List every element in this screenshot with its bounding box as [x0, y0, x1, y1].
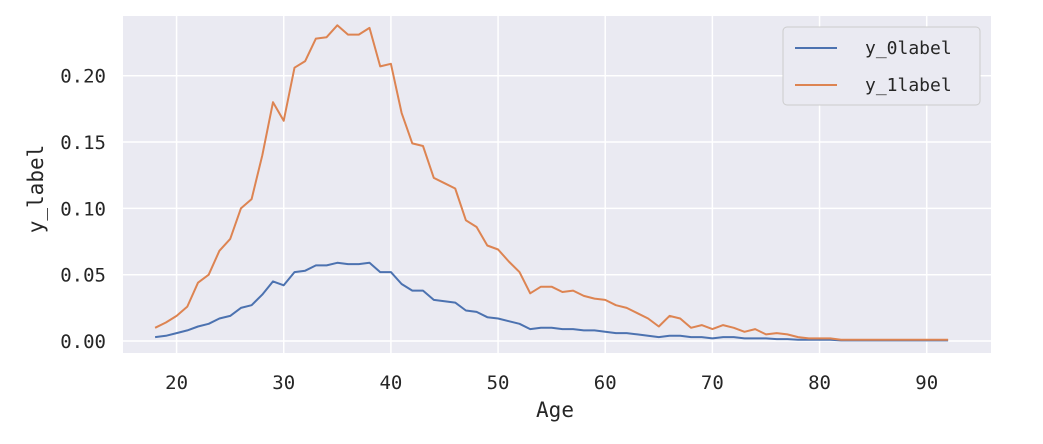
legend-label-y1: y_1label: [865, 75, 952, 96]
x-tick-label: 90: [915, 372, 938, 394]
y-tick-label: 0.00: [60, 331, 106, 353]
y-tick-label: 0.10: [60, 198, 106, 220]
y-tick-label: 0.05: [60, 265, 106, 287]
x-tick-labels: 20 30 40 50 60 70 80 90: [165, 372, 938, 394]
x-axis-title: Age: [536, 398, 574, 422]
legend-label-y0: y_0label: [865, 38, 952, 59]
x-tick-label: 80: [808, 372, 831, 394]
x-tick-label: 60: [594, 372, 617, 394]
series-line-y_0label: [154, 261, 949, 342]
x-tick-label: 40: [379, 372, 402, 394]
series-lines: [154, 24, 949, 342]
y-tick-labels: 0.00 0.05 0.10 0.15 0.20: [60, 66, 106, 353]
x-tick-label: 50: [487, 372, 510, 394]
x-tick-label: 30: [272, 372, 295, 394]
x-tick-label: 70: [701, 372, 724, 394]
y-tick-label: 0.15: [60, 132, 106, 154]
series-line-y_1label: [154, 24, 949, 341]
legend: y_0label y_1label: [782, 26, 981, 106]
x-tick-label: 20: [165, 372, 188, 394]
y-tick-label: 0.20: [60, 66, 106, 88]
y-axis-title: y_label: [24, 145, 48, 234]
